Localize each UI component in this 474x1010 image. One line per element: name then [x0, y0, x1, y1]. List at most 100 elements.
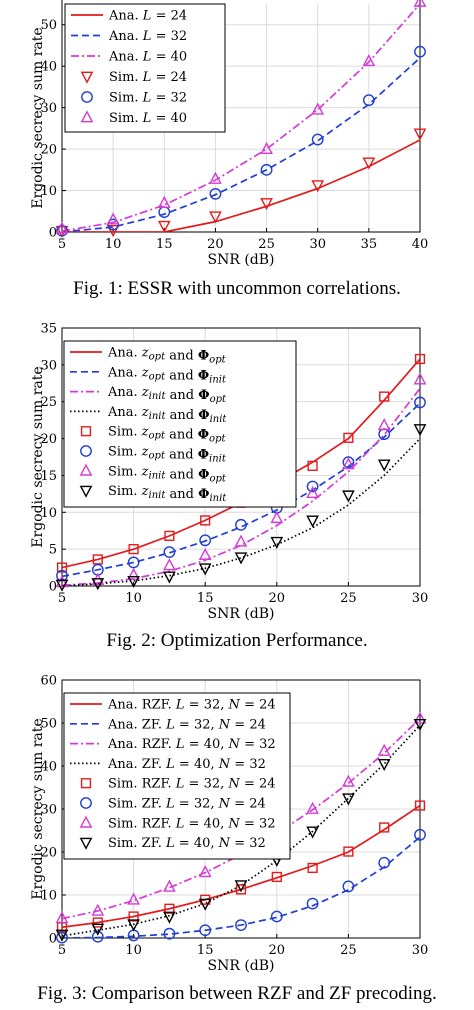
legend-entry-4: Sim. RZF. L = 32, N = 24 [108, 777, 276, 792]
x-tick-label: 15 [197, 943, 214, 958]
x-tick-label: 10 [125, 943, 142, 958]
data-point [342, 456, 355, 469]
data-point [164, 903, 175, 914]
x-tick-label: 20 [269, 591, 286, 606]
y-tick-label: 25 [40, 395, 57, 410]
data-point [55, 929, 69, 942]
data-point [378, 856, 391, 869]
legend-entry-1: Ana. L = 32 [108, 29, 187, 44]
x-axis-label: SNR (dB) [207, 252, 274, 268]
data-point [307, 460, 318, 471]
y-tick-label: 0 [49, 580, 57, 595]
figure-3-caption: Fig. 3: Comparison between RZF and ZF pr… [37, 983, 437, 1004]
data-point [379, 822, 390, 833]
data-point [106, 212, 120, 225]
y-tick-label: 10 [40, 184, 57, 199]
data-point [127, 575, 140, 589]
y-tick-label: 30 [40, 101, 57, 116]
y-tick-label: 50 [40, 717, 57, 732]
data-point [91, 578, 105, 591]
data-point [342, 457, 355, 470]
data-point [271, 871, 282, 883]
y-tick-label: 20 [40, 846, 57, 861]
data-point [128, 544, 139, 555]
legend-entry-4: Sim. L = 32 [109, 91, 187, 106]
legend-swatch-4 [80, 426, 92, 437]
y-axis-label: Ergodic secrecy sum rate [30, 366, 46, 547]
x-tick-label: 40 [412, 237, 429, 252]
legend-entry-0: Ana. zopt and Φopt [107, 346, 227, 366]
x-tick-label: 25 [258, 237, 275, 252]
data-point [163, 546, 176, 558]
legend-entry-2: Ana. zinit and Φopt [107, 385, 227, 405]
data-point [91, 903, 105, 916]
data-point [342, 774, 355, 787]
legend-swatch-7 [79, 837, 93, 850]
data-point [343, 846, 354, 857]
plot-frame [61, 0, 421, 233]
data-point [260, 198, 273, 211]
data-point [413, 0, 427, 7]
legend-box [63, 340, 297, 508]
data-point [209, 171, 222, 184]
data-point [209, 187, 222, 200]
legend-entry-0: Ana. RZF. L = 32, N = 24 [107, 698, 276, 713]
y-axis-label: Ergodic secrecy sum rate [30, 27, 46, 208]
legend-entry-5: Sim. L = 40 [109, 111, 187, 126]
data-point [342, 793, 355, 806]
markers [55, 353, 427, 592]
data-point [163, 879, 176, 892]
data-point [306, 826, 319, 839]
figure-2-caption: Fig. 2: Optimization Performance. [106, 630, 368, 651]
y-tick-label: 0 [49, 932, 57, 947]
data-point [127, 567, 140, 580]
y-tick-label: 40 [40, 60, 57, 75]
data-point [377, 459, 391, 472]
legend-swatch-4 [80, 778, 92, 789]
legend-entry-7: Sim. zinit and Φinit [108, 484, 227, 504]
data-point [157, 195, 171, 208]
data-point [55, 579, 69, 592]
figure-1-caption: Fig. 1: ESSR with uncommon correlations. [73, 278, 401, 299]
legend-entry-3: Ana. ZF. L = 40, N = 32 [107, 757, 266, 772]
data-point [163, 558, 176, 571]
data-point [198, 563, 212, 576]
y-tick-label: 20 [40, 432, 57, 447]
y-tick-label: 40 [40, 760, 57, 775]
data-point [56, 224, 68, 237]
legend-entry-2: Ana. RZF. L = 40, N = 32 [107, 737, 276, 752]
legend-entry-4: Sim. zopt and Φopt [108, 425, 226, 445]
data-point [260, 141, 273, 154]
data-point [127, 919, 140, 932]
legend: Ana. L = 24 Ana. L = 32 Ana. L = 40 Sim. L … [64, 3, 226, 133]
x-tick-label: 30 [412, 943, 429, 958]
data-point [306, 897, 319, 910]
data-point [270, 910, 283, 923]
markers [55, 0, 427, 238]
data-point [260, 163, 273, 176]
data-point [311, 180, 325, 193]
markers [55, 711, 427, 944]
data-point [107, 218, 120, 231]
data-point [164, 530, 175, 541]
x-tick-label: 5 [58, 591, 66, 606]
data-point [414, 828, 426, 841]
data-point [377, 758, 391, 772]
legend-swatch-7 [79, 485, 93, 498]
data-point [127, 556, 140, 569]
x-tick-label: 35 [361, 237, 378, 252]
series-line-1 [62, 402, 420, 578]
data-point [128, 911, 139, 922]
x-tick-label: 5 [58, 237, 66, 252]
data-point [198, 547, 212, 560]
y-tick-label: 10 [40, 889, 57, 904]
data-point [342, 490, 355, 503]
legend: Ana. RZF. L = 32, N = 24 Ana. ZF. L = 32,… [63, 692, 291, 860]
data-point [209, 211, 222, 224]
data-point [414, 45, 426, 58]
data-point [234, 534, 248, 547]
data-point [127, 892, 140, 905]
legend-swatch-6 [79, 463, 93, 476]
data-point [163, 927, 176, 940]
data-point [92, 917, 103, 928]
